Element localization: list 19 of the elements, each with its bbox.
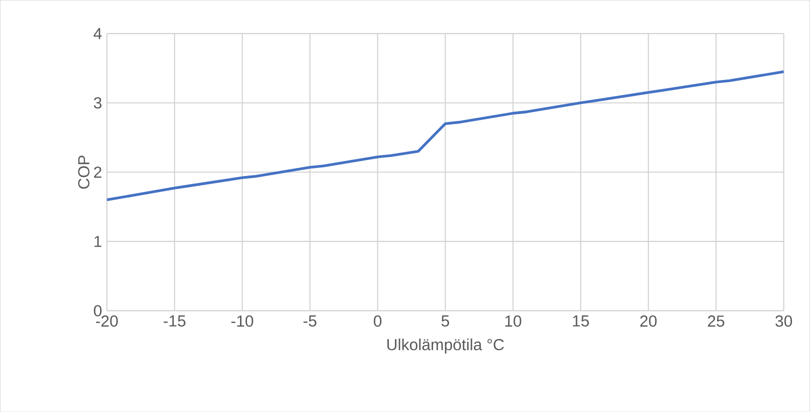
y-axis-title: COP bbox=[78, 156, 90, 189]
y-tick-label: 0 bbox=[94, 304, 102, 316]
x-tick-label: 10 bbox=[505, 315, 522, 327]
line-series bbox=[106, 70, 784, 202]
x-tick-label: 0 bbox=[374, 315, 382, 327]
y-tick-label: 2 bbox=[94, 166, 102, 178]
y-tick-label: 4 bbox=[94, 28, 102, 39]
x-tick-label: -20 bbox=[96, 315, 118, 327]
x-tick-label: 30 bbox=[775, 315, 792, 327]
x-axis-title: Ulkolämpötila °C bbox=[387, 338, 504, 354]
x-tick-label: 15 bbox=[573, 315, 589, 326]
y-tick-label: 3 bbox=[94, 97, 102, 108]
x-tick-label: 20 bbox=[640, 315, 657, 327]
y-tick-label: 1 bbox=[94, 236, 102, 247]
x-tick-label: 25 bbox=[708, 315, 724, 327]
x-tick-label: -5 bbox=[304, 315, 316, 326]
x-tick-label: -15 bbox=[164, 315, 186, 326]
x-tick-label: 5 bbox=[442, 315, 450, 326]
x-tick-label: -10 bbox=[231, 315, 254, 327]
